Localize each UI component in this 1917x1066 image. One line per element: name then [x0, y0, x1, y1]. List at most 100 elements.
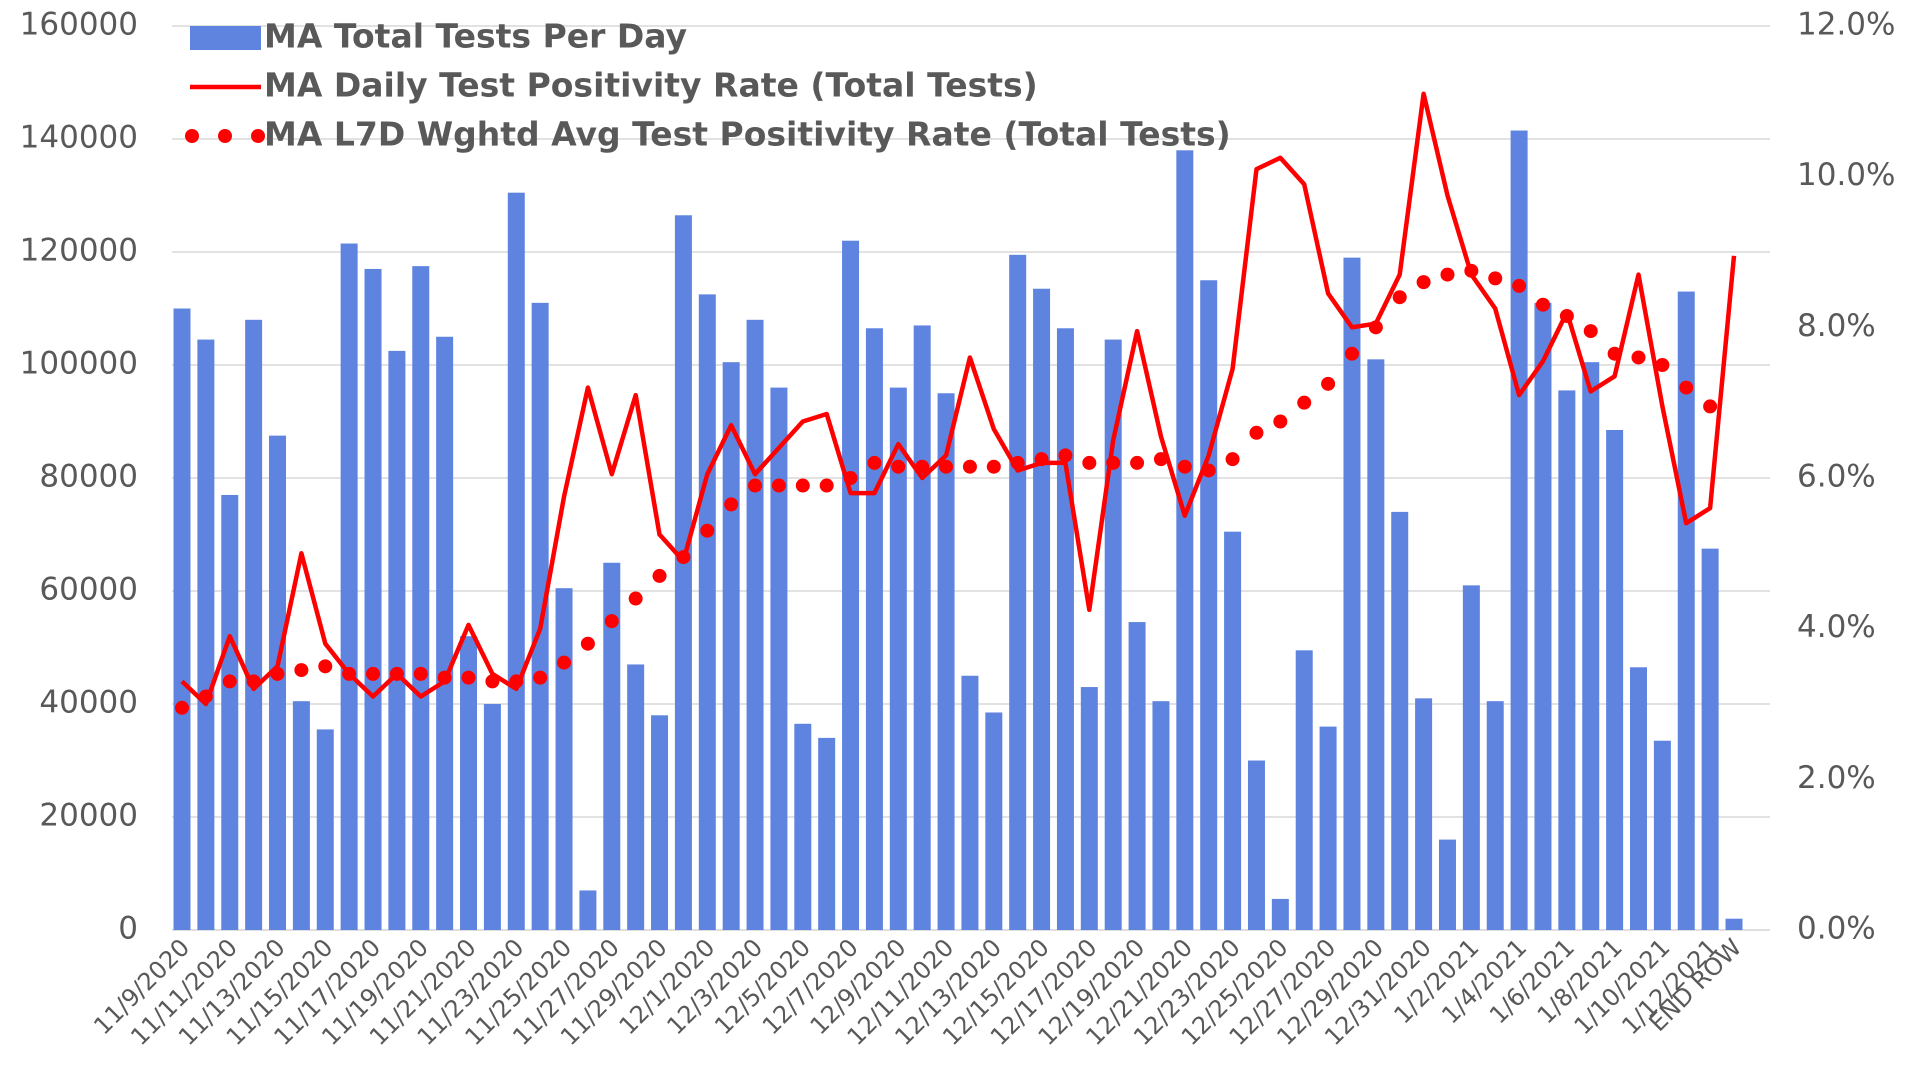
avg-dot	[1368, 320, 1383, 335]
y2-tick-label: 0.0%	[1797, 911, 1876, 947]
avg-dot	[413, 666, 428, 681]
bar	[1701, 548, 1719, 930]
avg-dot	[1249, 425, 1264, 440]
legend-label: MA L7D Wghtd Avg Test Positivity Rate (T…	[264, 115, 1231, 154]
avg-dot	[819, 478, 834, 493]
bar	[937, 393, 955, 930]
avg-dot	[175, 700, 189, 715]
avg-dot	[771, 478, 786, 493]
bar	[316, 729, 334, 930]
bar	[412, 266, 430, 930]
y-tick-label: 0	[118, 911, 138, 947]
y2-tick-label: 8.0%	[1797, 308, 1876, 344]
bar	[1224, 531, 1242, 930]
bar	[197, 339, 215, 930]
bar	[913, 325, 931, 930]
y2-tick-label: 10.0%	[1797, 157, 1895, 193]
bar	[1606, 429, 1624, 930]
bar	[1438, 839, 1456, 930]
avg-dot	[557, 655, 572, 670]
avg-dot	[1440, 267, 1455, 282]
avg-dot	[1225, 452, 1240, 467]
bar	[1104, 339, 1122, 930]
avg-dot	[1392, 290, 1407, 305]
bar	[483, 704, 501, 930]
bar	[1343, 257, 1361, 930]
bar	[507, 192, 525, 931]
avg-dot	[246, 674, 261, 689]
avg-dot	[1631, 350, 1646, 365]
bar	[1080, 687, 1098, 930]
avg-dot	[1344, 346, 1359, 361]
rate-line	[180, 91, 1737, 707]
bar	[985, 712, 1003, 930]
bar	[245, 319, 263, 930]
legend-swatch	[190, 26, 261, 50]
avg-dot	[1559, 309, 1574, 324]
bar	[889, 387, 907, 931]
bar	[627, 664, 645, 930]
bar	[1200, 280, 1218, 930]
bar	[1653, 740, 1671, 930]
avg-dot	[366, 666, 381, 681]
bar	[388, 350, 406, 930]
y2-tick-label: 6.0%	[1797, 459, 1876, 495]
bar	[1677, 291, 1695, 930]
avg-dot	[795, 478, 810, 493]
bar	[1391, 511, 1409, 930]
avg-dot	[533, 670, 548, 685]
avg-dot	[939, 459, 954, 474]
bar	[961, 675, 979, 930]
avg-dot	[270, 666, 285, 681]
avg-dot	[1058, 448, 1073, 463]
bar	[1558, 390, 1576, 930]
bar	[1009, 254, 1027, 930]
bar	[1415, 698, 1433, 930]
avg-dot	[1177, 459, 1192, 474]
avg-dot	[509, 674, 524, 689]
bar	[436, 336, 454, 930]
legend-label: MA Total Tests Per Day	[264, 17, 687, 56]
legend-label: MA Daily Test Positivity Rate (Total Tes…	[264, 66, 1038, 105]
avg-dot	[628, 591, 643, 606]
avg-dot	[1321, 376, 1336, 391]
y2-tick-label: 4.0%	[1797, 609, 1876, 645]
bar	[770, 387, 788, 931]
avg-dot	[1082, 455, 1097, 470]
bar	[221, 494, 239, 930]
y2-tick-label: 12.0%	[1797, 7, 1895, 43]
avg-dot	[724, 497, 739, 512]
avg-dot	[1679, 380, 1694, 395]
bar	[698, 294, 716, 930]
avg-dot	[1153, 452, 1168, 467]
avg-dot	[1703, 399, 1718, 414]
bar	[1510, 130, 1528, 930]
bar	[292, 701, 310, 930]
avg-dot	[437, 670, 452, 685]
avg-dot	[652, 568, 667, 583]
bar	[674, 215, 692, 930]
bar	[460, 636, 478, 930]
avg-dot	[1464, 263, 1479, 278]
bar	[1629, 667, 1647, 930]
y-tick-label: 40000	[39, 685, 138, 721]
avg-dot	[1488, 271, 1503, 286]
y-tick-label: 160000	[20, 7, 138, 43]
avg-dot	[1010, 455, 1025, 470]
bar	[1534, 302, 1552, 931]
avg-dot	[461, 670, 476, 685]
avg-dot	[318, 659, 333, 674]
avg-dot	[1512, 278, 1527, 293]
bar	[818, 737, 836, 930]
bar	[651, 715, 669, 930]
legend-swatch	[251, 129, 265, 143]
avg-dot	[1130, 455, 1145, 470]
bar	[1319, 726, 1337, 930]
avg-dot	[1297, 395, 1312, 410]
bar	[722, 362, 740, 930]
avg-dot	[962, 459, 977, 474]
bar	[842, 240, 860, 930]
bar	[1247, 760, 1265, 930]
bar	[173, 308, 191, 930]
